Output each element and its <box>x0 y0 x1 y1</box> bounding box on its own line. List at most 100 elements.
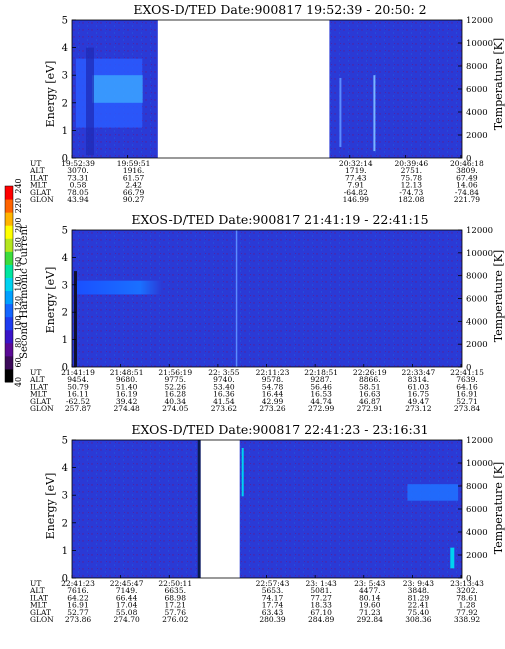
panel-2-ylabel-right: Temperature [K] <box>492 250 505 342</box>
ephemeris-value: 64.16 <box>456 382 478 391</box>
ephemeris-value: 7149. <box>116 586 137 595</box>
ephemeris-value: 40.34 <box>165 397 187 406</box>
ephemeris-value: 338.92 <box>454 615 480 624</box>
panel-1: EXOS-D/TED Date:900817 19:52:39 - 20:50:… <box>29 2 505 204</box>
colorbar-tick-label: 200 <box>14 218 23 233</box>
ephemeris-value: 9740. <box>213 375 234 384</box>
colorbar-swatch <box>5 290 13 305</box>
colorbar-tick-label: 80 <box>14 338 23 348</box>
ephemeris-value: 66.44 <box>116 593 138 602</box>
ephemeris-value: 22:18:51 <box>304 368 338 377</box>
ephemeris-value: 61.03 <box>408 382 430 391</box>
y-tick-label: 1 <box>62 546 68 557</box>
y-tick-label: 1 <box>62 126 68 137</box>
colorbar: 40 60 80 100 120 140 160 180 200 220 240 Second Ha… <box>4 178 30 387</box>
y-tick-label: 2 <box>62 308 68 319</box>
ephemeris-value: 52.26 <box>165 382 187 391</box>
ephemeris-row-label: UT <box>30 159 41 168</box>
ephemeris-value: -62.52 <box>66 397 90 406</box>
y-right-tick-label: 8000 <box>466 272 488 282</box>
ephemeris-value: 64.22 <box>67 593 89 602</box>
ephemeris-value: 39.42 <box>116 397 138 406</box>
panel-2-ephemeris: UTALTILATMLTGLATGLON21:41:199454.50.7916… <box>29 364 484 413</box>
heatmap-streak <box>235 230 238 367</box>
ephemeris-row-label: GLAT <box>30 188 51 197</box>
ephemeris-value: 61.57 <box>123 173 145 182</box>
ephemeris-value: 66.79 <box>123 188 145 197</box>
y-right-tick-label: 10000 <box>466 249 493 259</box>
ephemeris-value: 16.19 <box>116 390 138 399</box>
y-tick-label: 5 <box>62 436 68 447</box>
ephemeris-value: 9454. <box>67 375 88 384</box>
heatmap-streak <box>241 448 244 497</box>
ephemeris-value: 1.28 <box>459 601 476 610</box>
ephemeris-value: 22.41 <box>408 601 429 610</box>
ephemeris-value: 3070. <box>67 166 88 175</box>
ephemeris-value: 49.47 <box>408 397 430 406</box>
y-tick-label: 0 <box>62 154 68 165</box>
panel-2-ylabel: Energy [eV] <box>44 267 57 334</box>
ephemeris-value: 5653. <box>262 586 283 595</box>
ephemeris-value: 272.91 <box>357 404 383 413</box>
ephemeris-row-label: ILAT <box>30 593 48 602</box>
colorbar-swatch <box>5 238 13 252</box>
colorbar-swatch <box>5 277 13 292</box>
ephemeris-value: 17.74 <box>262 601 284 610</box>
ephemeris-value: 21:56:19 <box>158 368 192 377</box>
colorbar-tick-label: 220 <box>14 198 23 213</box>
y-right-tick-label: 8000 <box>466 62 488 72</box>
ephemeris-value: 46.87 <box>359 397 381 406</box>
heatmap-streak <box>373 75 376 152</box>
ephemeris-value: 17.21 <box>165 601 186 610</box>
ephemeris-value: 9680. <box>116 375 137 384</box>
y-right-tick-label: 0 <box>466 363 471 373</box>
ephemeris-value: 308.36 <box>405 615 431 624</box>
ephemeris-row-label: UT <box>30 368 41 377</box>
ephemeris-value: 8314. <box>408 375 429 384</box>
ephemeris-value: 146.99 <box>343 195 369 204</box>
heatmap-band <box>76 280 162 295</box>
ephemeris-value: 78.61 <box>456 593 477 602</box>
y-right-tick-label: 10000 <box>466 459 493 469</box>
ephemeris-value: 9287. <box>310 375 331 384</box>
ephemeris-value: 44.74 <box>310 397 332 406</box>
ephemeris-value: 42.99 <box>262 397 284 406</box>
ephemeris-value: 78.05 <box>67 188 89 197</box>
ephemeris-value: 22:11:23 <box>256 368 290 377</box>
y-right-tick-label: 6000 <box>466 295 488 305</box>
y-tick-label: 2 <box>62 518 68 529</box>
ephemeris-value: 16.63 <box>359 390 381 399</box>
colorbar-tick-label: 40 <box>14 377 23 387</box>
ephemeris-value: 68.98 <box>165 593 187 602</box>
colorbar-swatch <box>5 303 13 318</box>
panel-1-ylabel: Energy [eV] <box>44 61 57 128</box>
data-gap <box>200 440 240 578</box>
ephemeris-value: 77.92 <box>456 608 478 617</box>
colorbar-swatch <box>5 355 13 370</box>
ephemeris-value: 67.49 <box>456 173 478 182</box>
y-tick-label: 5 <box>62 226 68 237</box>
ephemeris-value: 280.39 <box>259 615 285 624</box>
y-right-tick-label: 2000 <box>466 131 488 141</box>
ephemeris-value: 75.78 <box>401 173 423 182</box>
ephemeris-value: 273.84 <box>454 404 480 413</box>
ephemeris-row-label: GLON <box>30 615 54 624</box>
ephemeris-value: 274.48 <box>114 404 140 413</box>
ephemeris-value: 182.08 <box>398 195 424 204</box>
ephemeris-value: 16.91 <box>67 601 88 610</box>
ephemeris-value: 3202. <box>456 586 477 595</box>
ephemeris-value: 80.14 <box>359 593 381 602</box>
ephemeris-value: 81.29 <box>408 593 430 602</box>
ephemeris-value: 21:48:51 <box>110 368 144 377</box>
colorbar-swatch <box>5 316 13 331</box>
ephemeris-value: 8866. <box>359 375 380 384</box>
y-tick-label: 4 <box>62 253 68 264</box>
colorbar-ticks: 40 60 80 100 120 140 160 180 200 220 240 <box>14 178 23 387</box>
ephemeris-value: 77.27 <box>310 593 332 602</box>
colorbar-swatch <box>5 251 13 265</box>
ephemeris-value: 23: 1:43 <box>305 579 337 588</box>
ephemeris-value: 7616. <box>67 586 88 595</box>
